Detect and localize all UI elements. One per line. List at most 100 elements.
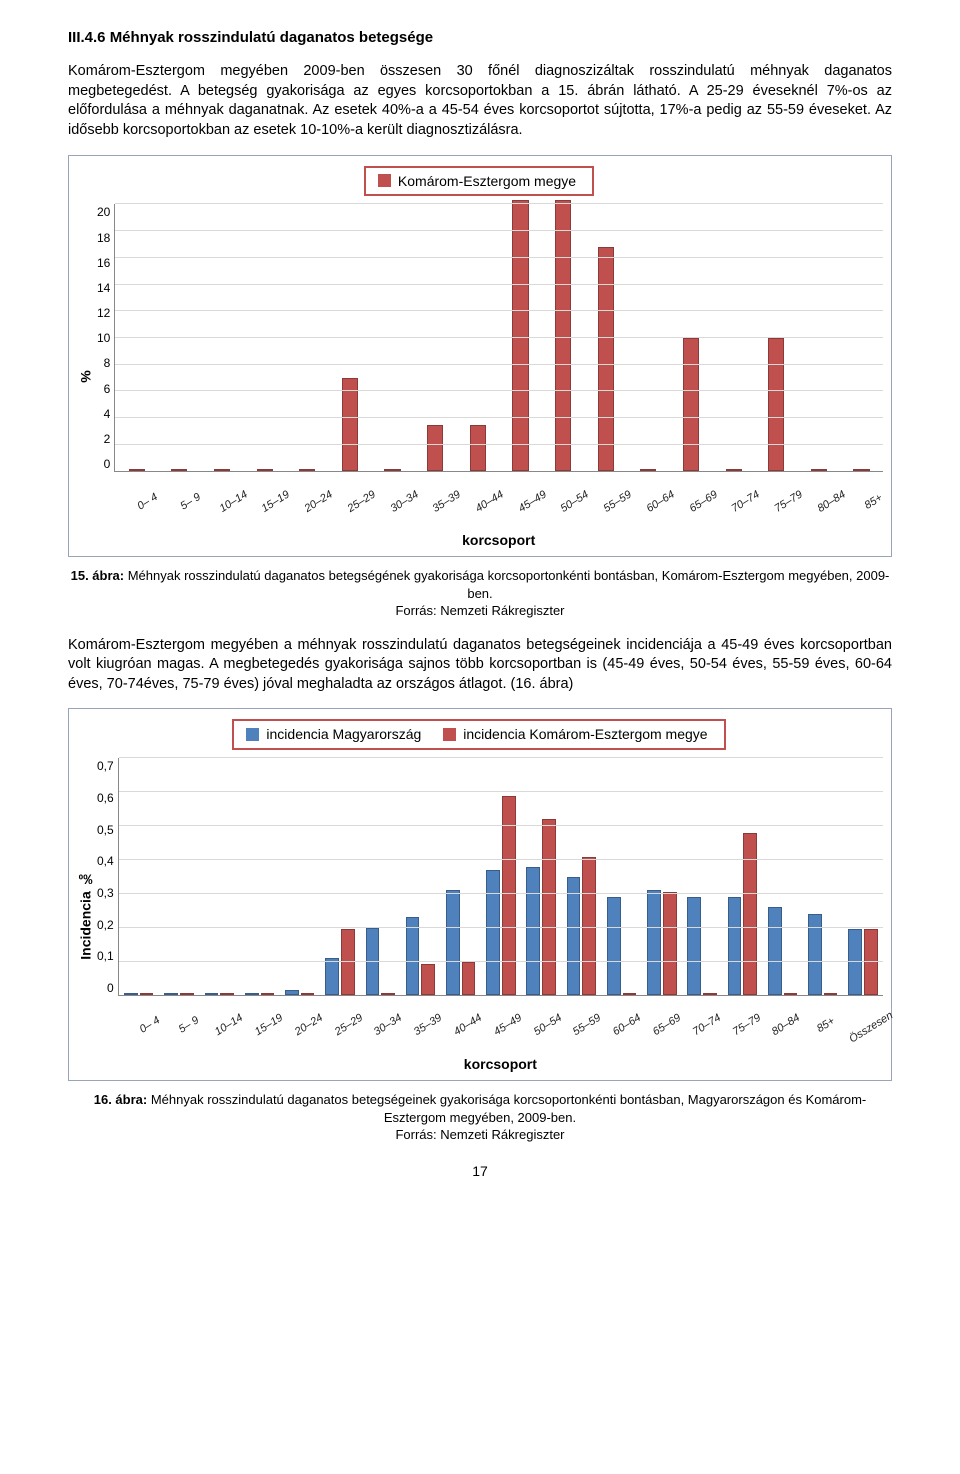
- bar-series-a: [526, 867, 540, 996]
- ytick-label: 10: [97, 330, 110, 346]
- ytick-label: 0,3: [97, 885, 114, 901]
- bar-series-a: [607, 897, 621, 995]
- paragraph-1: Komárom-Esztergom megyében 2009-ben össz…: [68, 62, 892, 140]
- ytick-label: 16: [97, 255, 110, 271]
- bar: [470, 425, 486, 472]
- chart1-yaxis: 20181614121086420: [97, 204, 114, 472]
- bar-slot: [414, 204, 457, 471]
- bar-series-a: [446, 890, 460, 995]
- caption2-text: Méhnyak rosszindulatú daganatos betegség…: [147, 1092, 866, 1125]
- section-heading: III.4.6 Méhnyak rosszindulatú daganatos …: [68, 28, 892, 48]
- bar-series-b: [220, 993, 234, 995]
- bar: [555, 200, 571, 471]
- caption2-source: Forrás: Nemzeti Rákregiszter: [395, 1127, 564, 1142]
- caption2-number: 16. ábra:: [94, 1092, 147, 1107]
- bar-slot: [329, 204, 372, 471]
- bar-slot: [840, 204, 883, 471]
- bar-slot: [371, 204, 414, 471]
- bar-series-b: [542, 819, 556, 995]
- bar-slot: [542, 204, 585, 471]
- bar-series-a: [406, 917, 420, 995]
- bar: [214, 469, 230, 471]
- bar-series-b: [140, 993, 154, 995]
- bar-series-a: [647, 890, 661, 995]
- bar-series-b: [824, 993, 838, 995]
- bar-series-b: [341, 929, 355, 995]
- bar: [768, 338, 784, 472]
- ytick-label: 6: [104, 381, 111, 397]
- bar-slot: [286, 204, 329, 471]
- legend-label: Komárom-Esztergom megye: [398, 172, 576, 191]
- bar-series-a: [728, 897, 742, 995]
- bar-series-b: [261, 993, 275, 995]
- ytick-label: 20: [97, 204, 110, 220]
- bar-series-b: [421, 964, 435, 995]
- bar-series-a: [205, 993, 219, 995]
- bar-slot: [158, 204, 201, 471]
- page-number: 17: [68, 1162, 892, 1181]
- chart1-legend: Komárom-Esztergom megye: [364, 166, 594, 197]
- bar-series-a: [164, 993, 178, 995]
- caption1-number: 15. ábra:: [71, 568, 124, 583]
- bar-series-a: [285, 990, 299, 995]
- ytick-label: 0,5: [97, 822, 114, 838]
- bar-series-b: [381, 993, 395, 995]
- bar-slot: [456, 204, 499, 471]
- ytick-label: 0: [104, 456, 111, 472]
- legend-swatch: [443, 728, 456, 741]
- bar-series-b: [784, 993, 798, 995]
- ytick-label: 0,2: [97, 917, 114, 933]
- bar: [811, 469, 827, 471]
- bar: [342, 378, 358, 471]
- chart1-plot: [114, 204, 883, 472]
- legend-swatch: [378, 174, 391, 187]
- legend-swatch: [246, 728, 259, 741]
- paragraph-2: Komárom-Esztergom megyében a méhnyak ros…: [68, 636, 892, 695]
- ytick-label: 18: [97, 230, 110, 246]
- ytick-label: 2: [104, 431, 111, 447]
- chart1-ylabel: %: [75, 204, 97, 550]
- ytick-label: 0,4: [97, 853, 114, 869]
- chart1-caption: 15. ábra: Méhnyak rosszindulatú daganato…: [68, 567, 892, 620]
- bar: [427, 425, 443, 472]
- legend-label: incidencia Magyarország: [266, 725, 421, 744]
- ytick-label: 0: [107, 980, 114, 996]
- bar-slot: [755, 204, 798, 471]
- xtick-label: 85+: [847, 476, 896, 520]
- bar-series-a: [687, 897, 701, 995]
- bar-slot: [627, 204, 670, 471]
- chart2-legend: incidencia Magyarország incidencia Komáro…: [232, 719, 725, 750]
- ytick-label: 0,1: [97, 948, 114, 964]
- bar-slot: [243, 204, 286, 471]
- bar-series-a: [848, 929, 862, 995]
- chart2-xaxis: 0– 45– 910–1415–1920–2425–2930–3435–3940…: [118, 1000, 883, 1025]
- bar: [299, 469, 315, 471]
- chart1-xlabel: korcsoport: [114, 531, 883, 550]
- bar: [384, 469, 400, 471]
- bar-series-b: [462, 962, 476, 996]
- bar: [171, 469, 187, 471]
- bar-series-a: [768, 907, 782, 995]
- caption1-text: Méhnyak rosszindulatú daganatos betegség…: [124, 568, 889, 601]
- bar-slot: [712, 204, 755, 471]
- bar-series-b: [663, 892, 677, 995]
- ytick-label: 12: [97, 305, 110, 321]
- bar-series-b: [301, 993, 315, 995]
- bar: [512, 200, 528, 471]
- chart-1: Komárom-Esztergom megye % 20181614121086…: [68, 155, 892, 558]
- legend-item: incidencia Komárom-Esztergom megye: [443, 725, 707, 744]
- bar-slot: [201, 204, 244, 471]
- bar-series-a: [567, 877, 581, 996]
- chart-2: incidencia Magyarország incidencia Komáro…: [68, 708, 892, 1081]
- chart1-bars: [115, 204, 883, 471]
- ytick-label: 0,7: [97, 758, 114, 774]
- xtick-label: Összesen: [841, 1000, 896, 1047]
- bar-series-a: [245, 993, 259, 995]
- bar-slot: [798, 204, 841, 471]
- bar-slot: [115, 204, 158, 471]
- chart2-plot: [118, 758, 883, 996]
- chart2-ylabel: Incidencia ‰: [75, 758, 97, 1074]
- bar-slot: [499, 204, 542, 471]
- ytick-label: 4: [104, 406, 111, 422]
- legend-item: incidencia Magyarország: [246, 725, 421, 744]
